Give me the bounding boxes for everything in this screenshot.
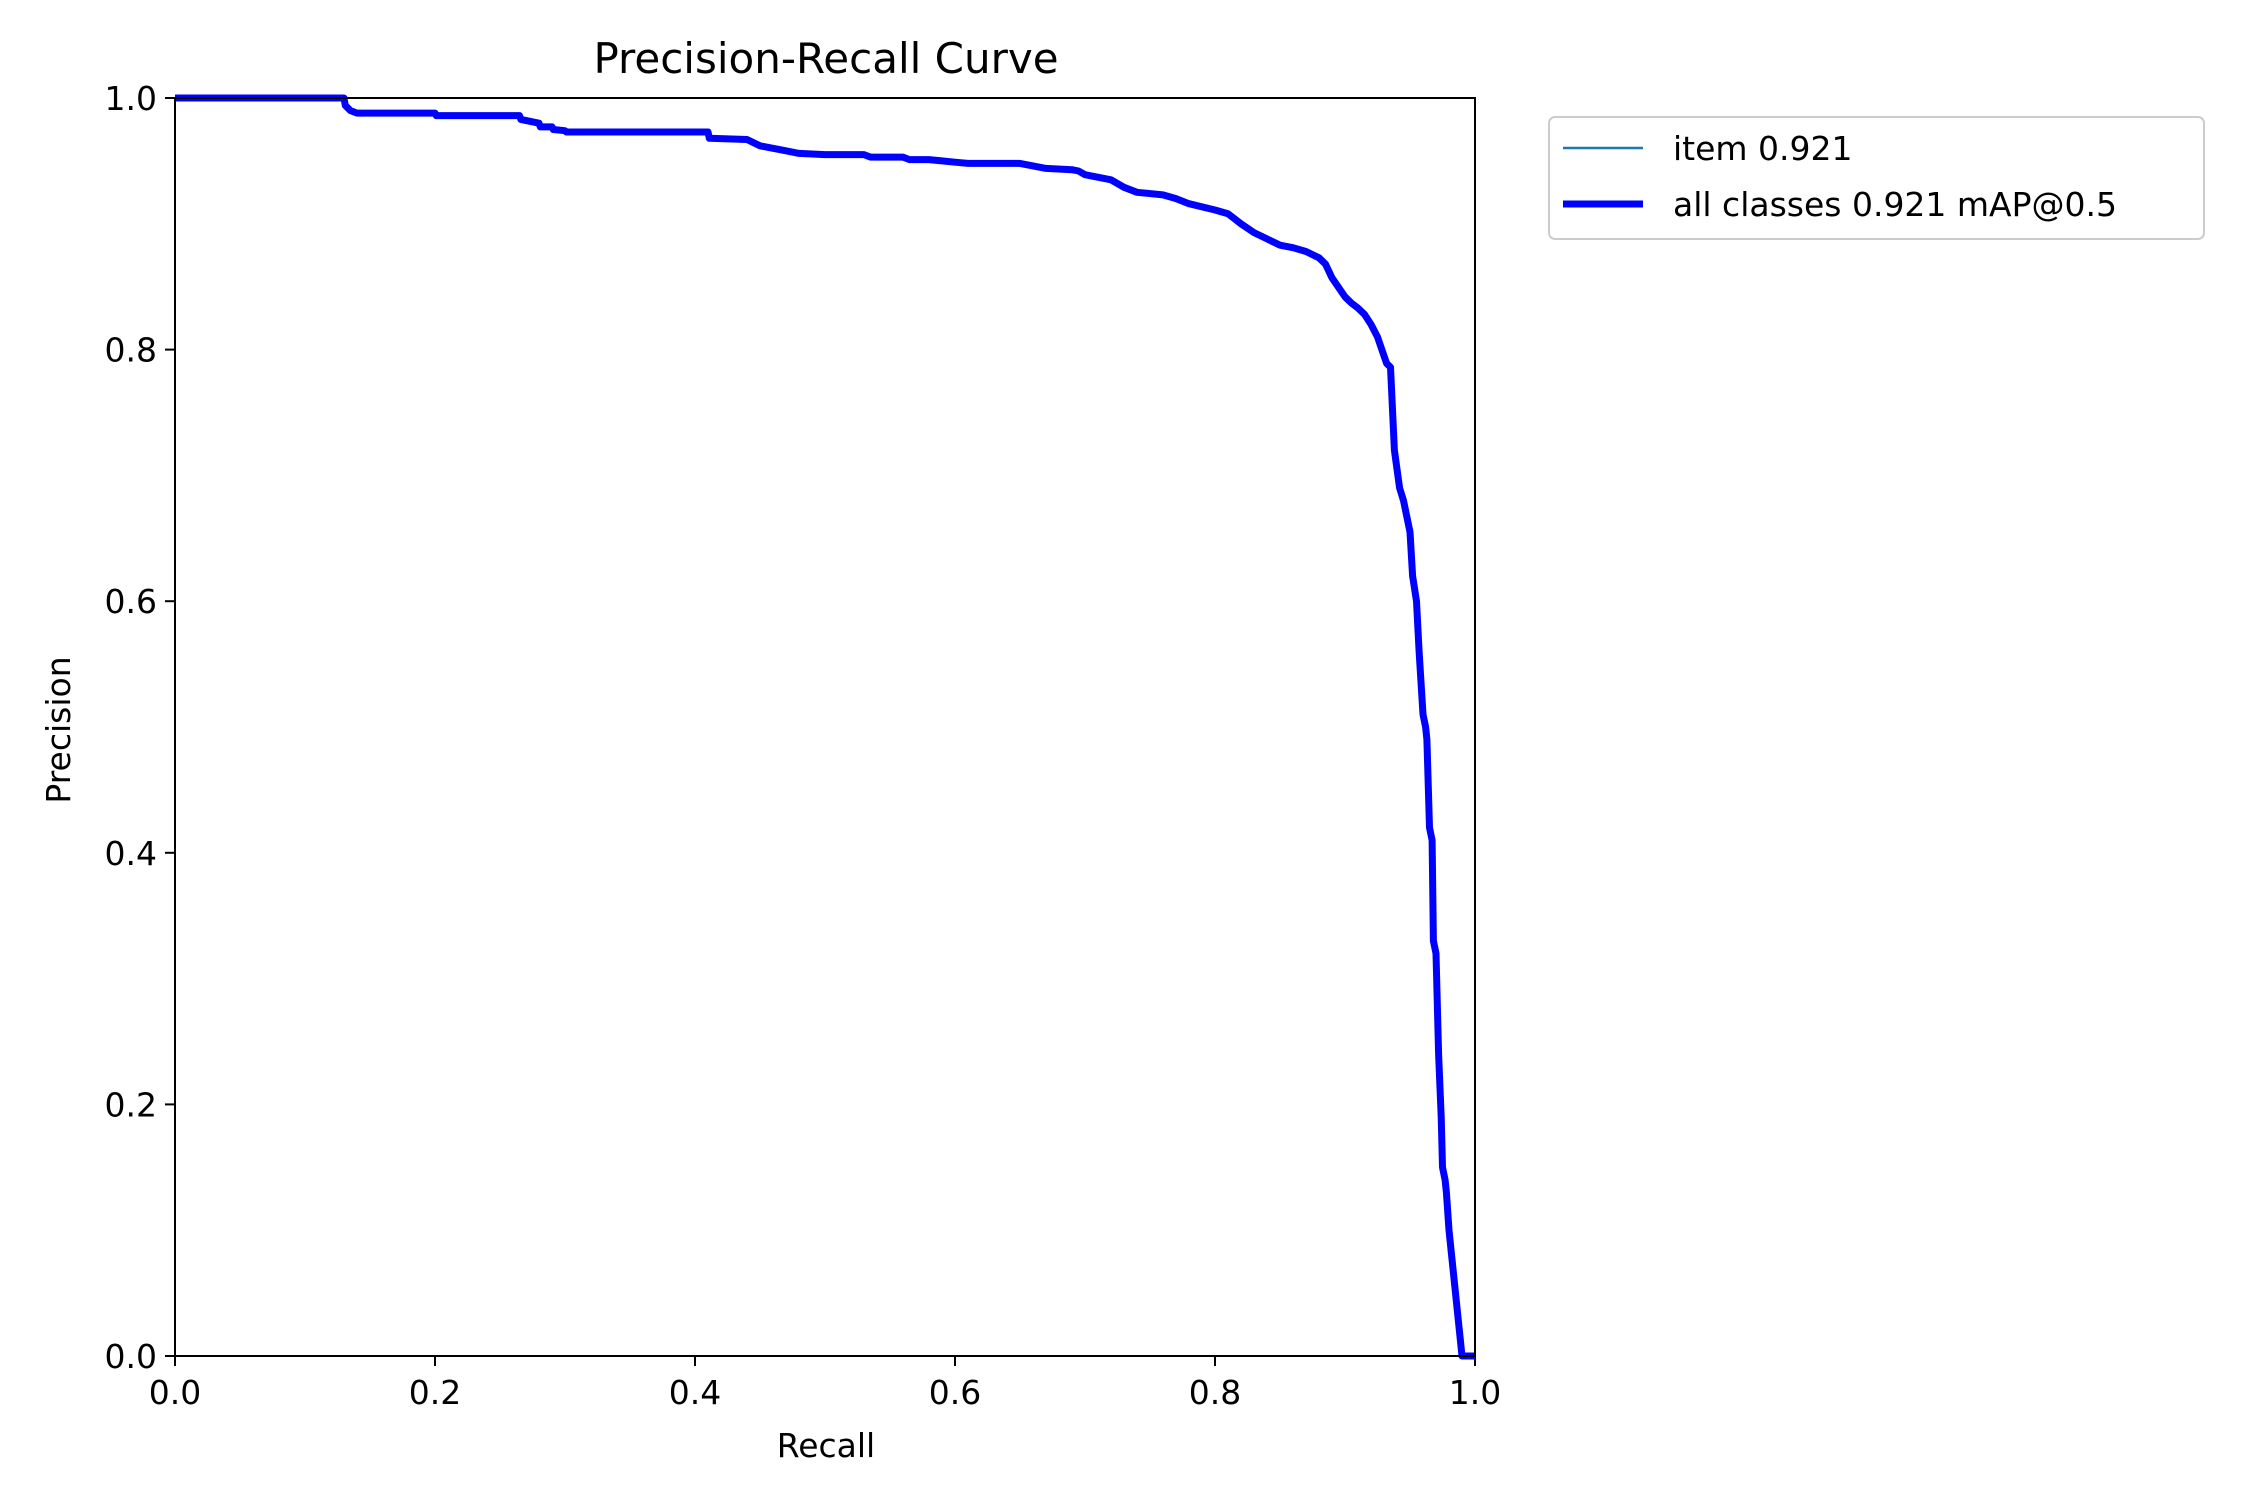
chart-title: Precision-Recall Curve [593,34,1058,83]
legend-item-item-label: item 0.921 [1673,129,1853,168]
y-tick-label: 0.0 [105,1337,157,1376]
legend-item-all-classes-label: all classes 0.921 mAP@0.5 [1673,185,2117,224]
series-layer [175,94,1476,1360]
y-axis-ticks: 0.0 0.2 0.4 0.6 0.8 1.0 [105,79,175,1376]
y-tick-label: 0.4 [105,834,157,873]
x-tick-label: 1.0 [1449,1373,1501,1412]
legend: item 0.921 all classes 0.921 mAP@0.5 [1548,116,2205,240]
y-axis-label: Precision [39,656,78,803]
x-tick-label: 0.2 [409,1373,461,1412]
x-tick-label: 0.8 [1189,1373,1241,1412]
y-tick-label: 0.6 [105,582,157,621]
x-axis-ticks: 0.0 0.2 0.4 0.6 0.8 1.0 [149,1356,1501,1412]
series-all-classes-line [175,94,1476,1360]
y-tick-label: 0.8 [105,331,157,370]
x-tick-label: 0.0 [149,1373,201,1412]
legend-items: item 0.921 all classes 0.921 mAP@0.5 [1563,129,2117,224]
x-tick-label: 0.4 [669,1373,721,1412]
x-axis-label: Recall [777,1426,875,1465]
legend-frame [1548,116,2205,240]
plot-frame [174,97,1476,1357]
y-tick-label: 0.2 [105,1085,157,1124]
y-tick-label: 1.0 [105,79,157,118]
x-tick-label: 0.6 [929,1373,981,1412]
